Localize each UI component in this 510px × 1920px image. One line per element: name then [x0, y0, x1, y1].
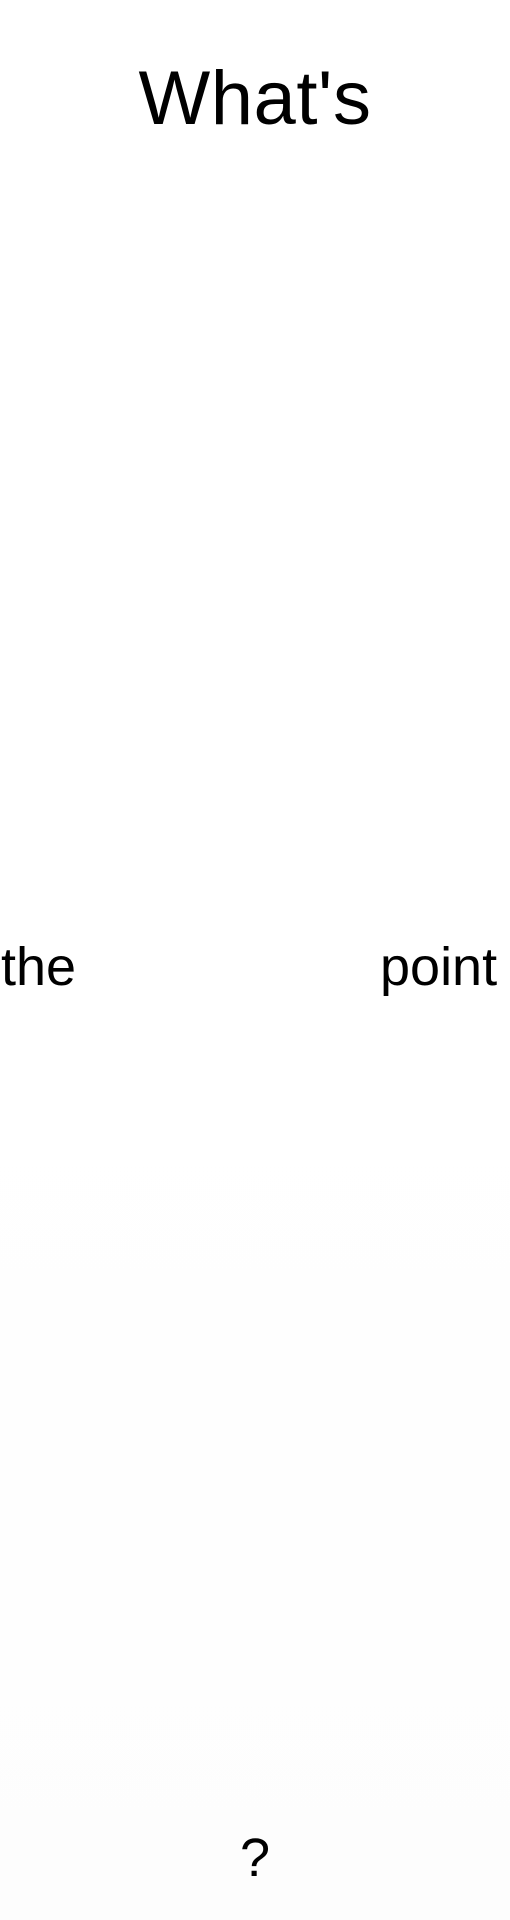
question-mark: ? [239, 1828, 271, 1888]
heading-word-whats: What's [138, 56, 372, 141]
word-point: point [380, 937, 498, 997]
word-the: the [1, 937, 77, 997]
